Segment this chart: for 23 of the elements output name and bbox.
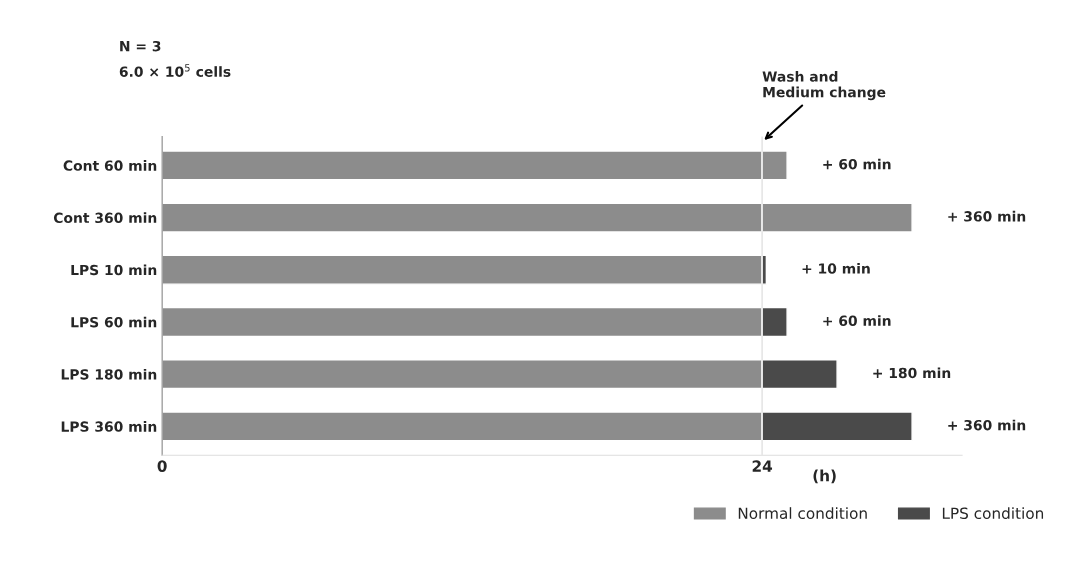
x-axis-title: (h) xyxy=(813,469,836,484)
text: 6.0 × 10$^{5}$ cells xyxy=(119,64,231,77)
annotation: + 60 min xyxy=(823,158,891,170)
annotation: + 60 min xyxy=(823,315,891,327)
y-tick-label: Cont 60 min xyxy=(63,160,157,171)
x-tick-label: 24 xyxy=(752,460,773,472)
ref-line-label: Wash and Medium change xyxy=(762,71,886,101)
y-tick-label: LPS 180 min xyxy=(61,368,157,380)
legend-label: LPS condition xyxy=(942,507,1044,520)
text: N = 3 xyxy=(120,40,161,52)
annotation: + 360 min xyxy=(948,419,1026,431)
y-tick-label: Cont 360 min xyxy=(53,212,157,224)
x-tick-label: 0 xyxy=(157,460,167,472)
y-tick-label: LPS 10 min xyxy=(71,264,157,276)
y-tick-label: LPS 60 min xyxy=(71,316,157,328)
bar xyxy=(761,411,913,442)
bar xyxy=(761,359,838,390)
annotation: + 10 min xyxy=(802,263,870,274)
y-tick-label: LPS 360 min xyxy=(61,421,157,432)
legend-label: Normal condition xyxy=(738,507,867,520)
bar xyxy=(761,306,788,338)
annotation: + 180 min xyxy=(873,367,951,379)
annotation: + 360 min xyxy=(948,210,1026,222)
